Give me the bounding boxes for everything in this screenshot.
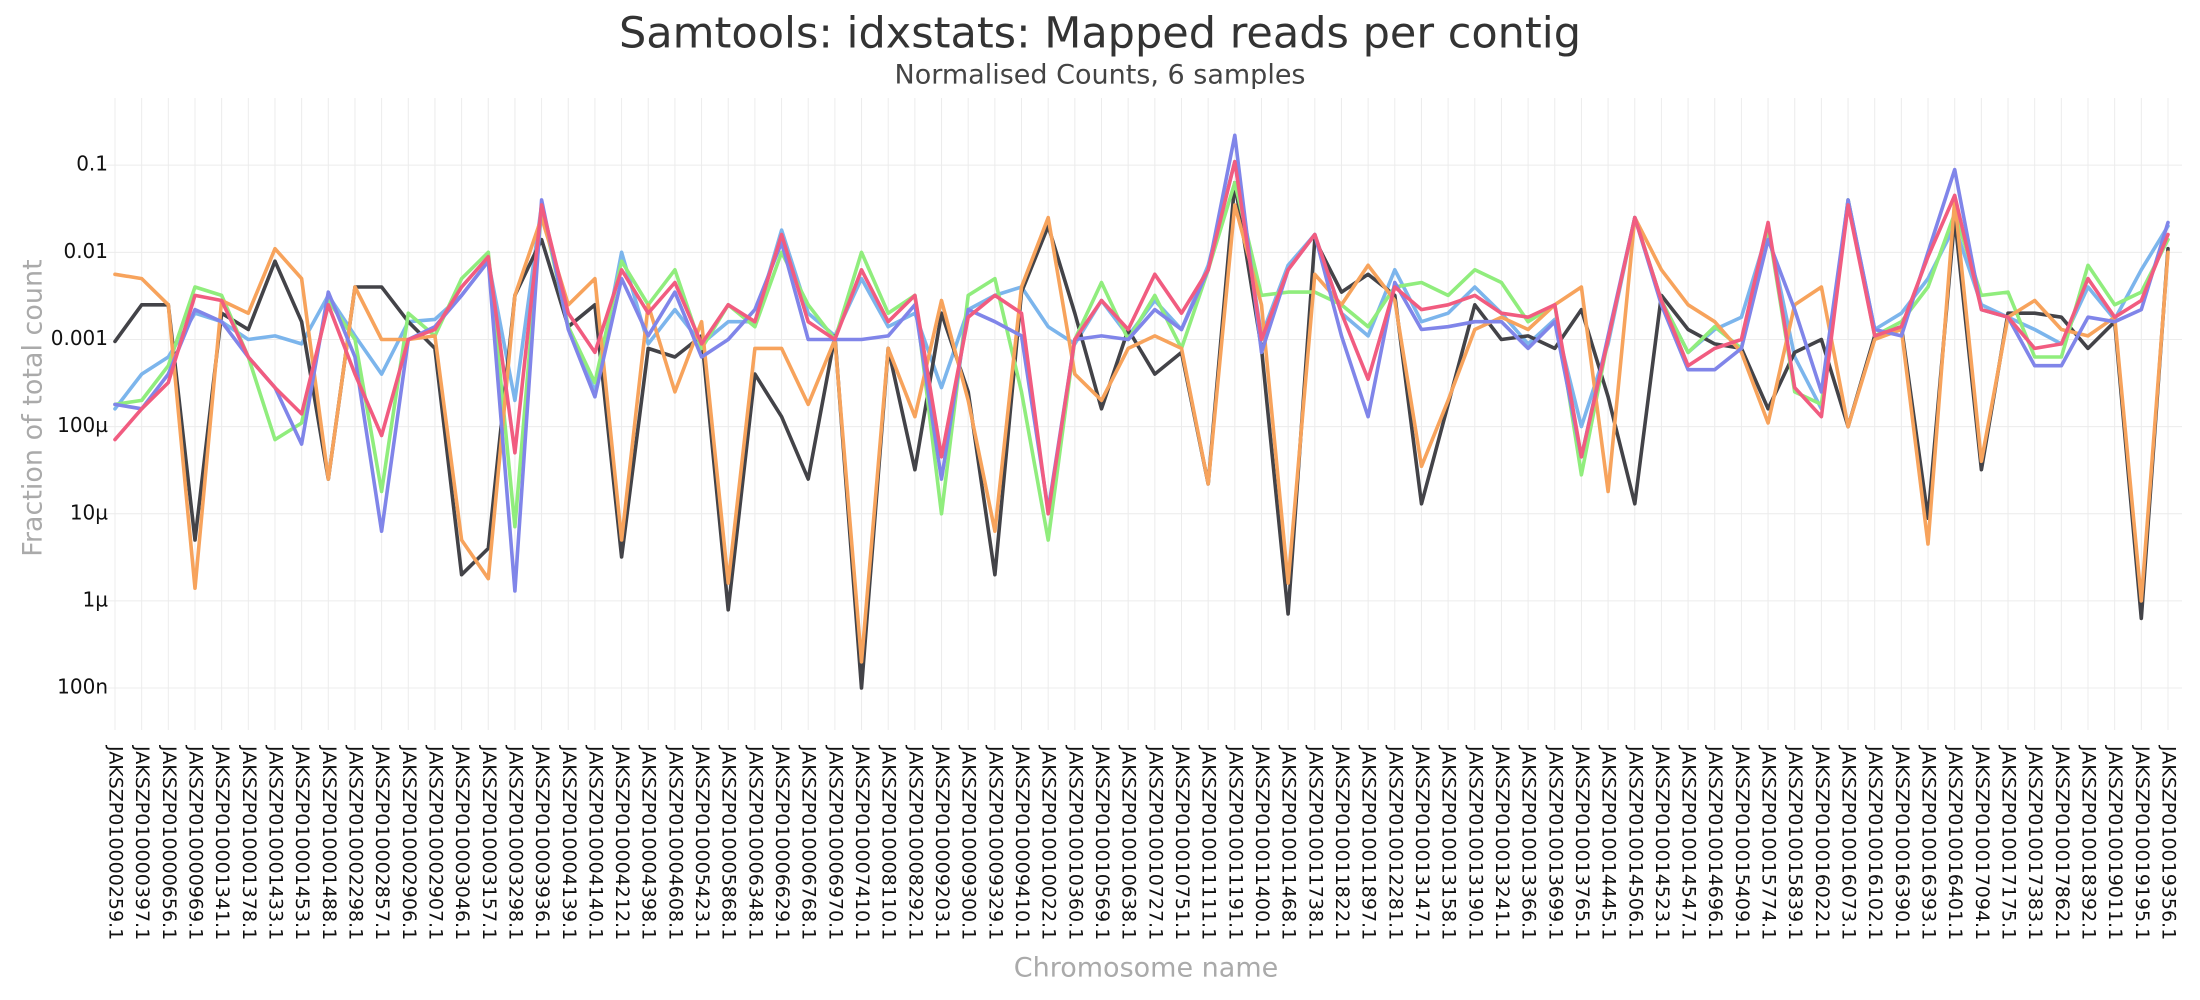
x-tick-label: JAKSZP010011111.1 [1198, 745, 1220, 940]
x-tick-label: JAKSZP010000397.1 [131, 745, 153, 940]
x-tick-label: JAKSZP010014547.1 [1678, 745, 1700, 940]
x-tick-label: JAKSZP010009300.1 [958, 745, 980, 940]
x-tick-label: JAKSZP010014445.1 [1598, 745, 1620, 940]
x-tick-label: JAKSZP010019195.1 [2131, 745, 2153, 940]
x-tick-label: JAKSZP010009203.1 [931, 745, 953, 940]
x-tick-label: JAKSZP010010638.1 [1118, 745, 1140, 940]
x-tick-label: JAKSZP010003298.1 [504, 745, 526, 940]
x-tick-label: JAKSZP010000656.1 [158, 745, 180, 940]
x-tick-label: JAKSZP010014506.1 [1624, 745, 1646, 940]
x-tick-label: JAKSZP010005423.1 [691, 745, 713, 940]
chart-subtitle: Normalised Counts, 6 samples [895, 60, 1306, 91]
y-tick-label: 100n [57, 675, 108, 699]
x-tick-label: JAKSZP010004212.1 [611, 745, 633, 940]
x-tick-label: JAKSZP010006629.1 [771, 745, 793, 940]
x-tick-label: JAKSZP010004398.1 [638, 745, 660, 940]
x-tick-label: JAKSZP010010727.1 [1144, 745, 1166, 940]
x-tick-label: JAKSZP010011400.1 [1251, 745, 1273, 940]
x-axis-title: Chromosome name [1014, 953, 1278, 984]
x-tick-label: JAKSZP010017094.1 [1971, 745, 1993, 940]
x-tick-label: JAKSZP010016401.1 [1944, 745, 1966, 940]
x-tick-label: JAKSZP010012281.1 [1384, 745, 1406, 940]
x-tick-label: JAKSZP010016022.1 [1811, 745, 1833, 940]
x-tick-label: JAKSZP010001341.1 [211, 745, 233, 940]
y-tick-label: 1µ [83, 587, 109, 611]
x-tick-label: JAKSZP010008110.1 [878, 745, 900, 940]
x-tick-label: JAKSZP010002907.1 [424, 745, 446, 940]
chart-title: Samtools: idxstats: Mapped reads per con… [619, 9, 1581, 59]
x-tick-label: JAKSZP010001433.1 [264, 745, 286, 940]
x-tick-label: JAKSZP010009329.1 [984, 745, 1006, 940]
x-tick-label: JAKSZP010004608.1 [664, 745, 686, 940]
x-tick-label: JAKSZP010018392.1 [2078, 745, 2100, 940]
x-tick-label: JAKSZP010008292.1 [904, 745, 926, 940]
y-tick-label: 10µ [70, 500, 108, 524]
x-tick-label: JAKSZP010011738.1 [1304, 745, 1326, 940]
x-tick-label: JAKSZP010019011.1 [2104, 745, 2126, 940]
x-tick-label: JAKSZP010007410.1 [851, 745, 873, 940]
y-tick-label: 0.001 [51, 326, 108, 350]
x-tick-label: JAKSZP010006970.1 [824, 745, 846, 940]
x-tick-label: JAKSZP010014523.1 [1651, 745, 1673, 940]
x-tick-label: JAKSZP010006768.1 [798, 745, 820, 940]
x-tick-label: JAKSZP010019356.1 [2158, 745, 2180, 940]
x-tick-label: JAKSZP010002857.1 [371, 745, 393, 940]
x-tick-label: JAKSZP010010022.1 [1038, 745, 1060, 940]
grid: JAKSZP010000259.1 JAKSZP010000397.1 JAKSZP… [51, 98, 2182, 940]
x-tick-label: JAKSZP010000969.1 [184, 745, 206, 940]
x-tick-label: JAKSZP010004139.1 [558, 745, 580, 940]
series-line [113, 159, 2170, 516]
x-tick-label: JAKSZP010002298.1 [344, 745, 366, 940]
y-tick-label: 0.1 [76, 152, 108, 176]
x-tick-label: JAKSZP010015774.1 [1758, 745, 1780, 940]
x-tick-label: JAKSZP010017175.1 [1998, 745, 2020, 940]
x-tick-label: JAKSZP010013190.1 [1464, 745, 1486, 940]
x-tick-label: JAKSZP010003936.1 [531, 745, 553, 940]
x-tick-label: JAKSZP010003046.1 [451, 745, 473, 940]
x-tick-label: JAKSZP010004140.1 [584, 745, 606, 940]
x-tick-label: JAKSZP010016390.1 [1891, 745, 1913, 940]
x-tick-label: JAKSZP010010569.1 [1091, 745, 1113, 940]
x-tick-label: JAKSZP010011897.1 [1358, 745, 1380, 940]
x-tick-label: JAKSZP010001453.1 [291, 745, 313, 940]
x-tick-label: JAKSZP010016393.1 [1918, 745, 1940, 940]
x-tick-label: JAKSZP010015409.1 [1731, 745, 1753, 940]
x-tick-label: JAKSZP010013699.1 [1544, 745, 1566, 940]
x-tick-label: JAKSZP010013366.1 [1518, 745, 1540, 940]
x-tick-label: JAKSZP010011191.1 [1224, 745, 1246, 940]
x-tick-label: JAKSZP010005868.1 [718, 745, 740, 940]
x-tick-label: JAKSZP010001378.1 [238, 745, 260, 940]
x-tick-label: JAKSZP010013147.1 [1411, 745, 1433, 940]
x-tick-label: JAKSZP010013765.1 [1571, 745, 1593, 940]
x-tick-label: JAKSZP010015839.1 [1784, 745, 1806, 940]
y-tick-label: 0.01 [63, 239, 108, 263]
x-tick-label: JAKSZP010011468.1 [1278, 745, 1300, 940]
x-tick-label: JAKSZP010009410.1 [1011, 745, 1033, 940]
plot-lines [113, 133, 2170, 690]
series-line [113, 133, 2170, 593]
x-tick-label: JAKSZP010001488.1 [318, 745, 340, 940]
x-tick-label: JAKSZP010017862.1 [2051, 745, 2073, 940]
x-tick-label: JAKSZP010010360.1 [1064, 745, 1086, 940]
x-tick-label: JAKSZP010017383.1 [2024, 745, 2046, 940]
x-tick-label: JAKSZP010011822.1 [1331, 745, 1353, 940]
y-tick-label: 100µ [57, 413, 108, 437]
x-tick-label: JAKSZP010014696.1 [1704, 745, 1726, 940]
x-tick-label: JAKSZP010016102.1 [1864, 745, 1886, 940]
x-tick-label: JAKSZP010000259.1 [105, 745, 127, 940]
x-tick-label: JAKSZP010010751.1 [1171, 745, 1193, 940]
series-line [113, 198, 2170, 664]
x-tick-label: JAKSZP010013241.1 [1491, 745, 1513, 940]
x-tick-label: JAKSZP010003157.1 [478, 745, 500, 940]
x-tick-label: JAKSZP010002906.1 [398, 745, 420, 940]
x-tick-label: JAKSZP010016073.1 [1838, 745, 1860, 940]
x-tick-label: JAKSZP010013158.1 [1438, 745, 1460, 940]
series-line [113, 180, 2170, 542]
x-tick-label: JAKSZP010006348.1 [744, 745, 766, 940]
y-axis-title: Fraction of total count [18, 259, 49, 556]
